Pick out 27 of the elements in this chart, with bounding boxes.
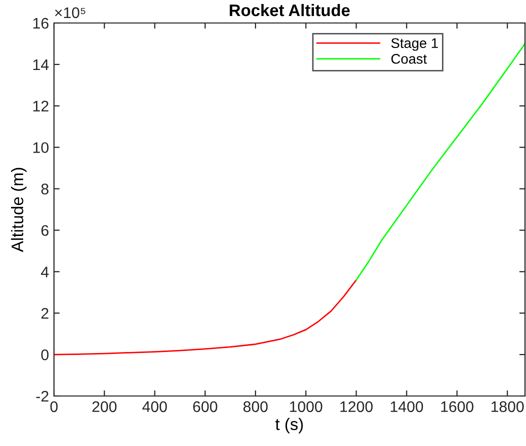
x-tick-label: 1600	[441, 401, 474, 412]
x-tick-label: 1000	[290, 401, 322, 412]
x-tick-label: 800	[243, 401, 268, 412]
x-axis-title: t (s)	[275, 418, 303, 434]
y-tick-label: 2	[41, 308, 48, 319]
x-tick-label: 1400	[390, 401, 424, 412]
y-axis-title: Altitude (m)	[11, 168, 27, 252]
y-tick-label: 6	[41, 225, 48, 236]
y-tick-label: 4	[40, 266, 49, 278]
x-tick-label: 1800	[492, 401, 524, 412]
x-tick-label: 600	[193, 401, 218, 412]
y-tick-label: 10	[33, 142, 49, 154]
chart-title: Rocket Altitude	[230, 4, 350, 16]
y-tick-label: 8	[41, 184, 48, 194]
text: ×10⁵	[55, 7, 86, 18]
x-tick-label: 200	[92, 401, 117, 412]
y-tick-label: -2	[36, 390, 48, 402]
y-tick-label: 16	[33, 18, 48, 29]
legend-label: Stage 1	[391, 38, 438, 51]
y-tick-label: 14	[33, 59, 49, 70]
x-tick-label: 0	[50, 401, 58, 412]
x-tick-label: 400	[142, 401, 167, 412]
y-tick-label: 12	[33, 100, 48, 112]
x-tick-label: 1200	[340, 401, 373, 412]
y-tick-label: 0	[41, 349, 49, 360]
legend-label: Coast	[391, 54, 427, 64]
line-series	[54, 279, 357, 356]
